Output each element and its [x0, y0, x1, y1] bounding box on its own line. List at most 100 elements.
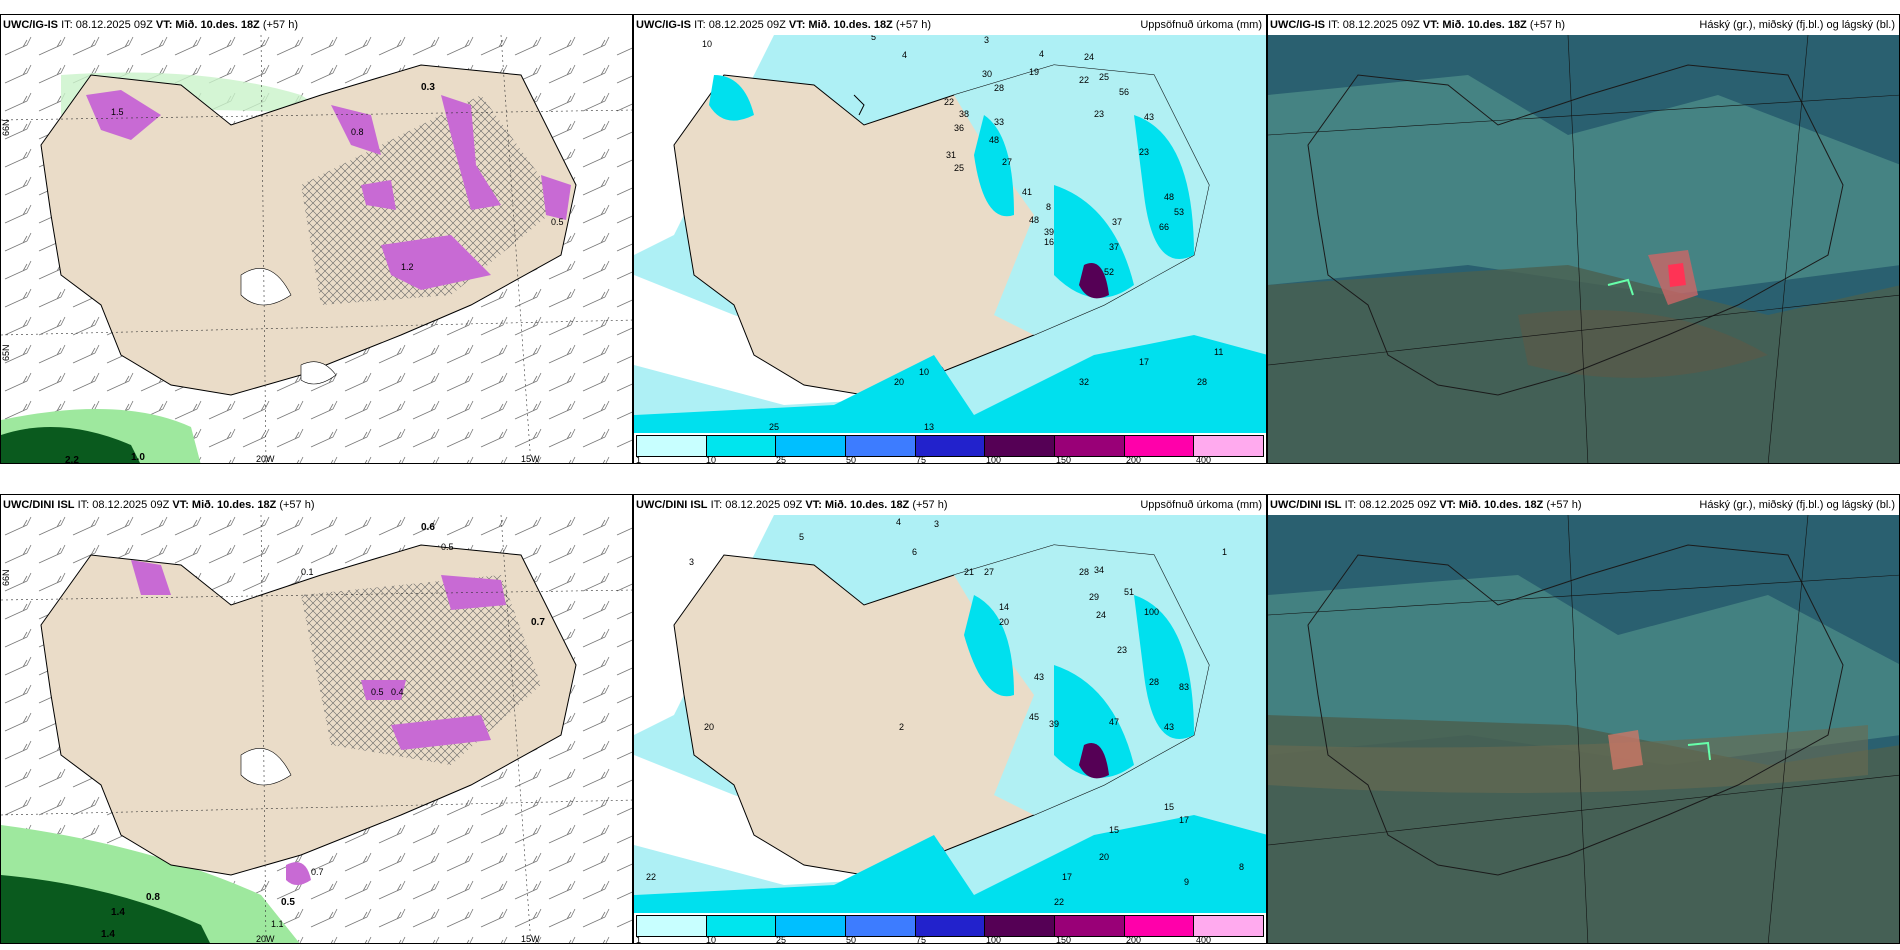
precip-value: 19: [1029, 67, 1039, 77]
panel-header: UWC/DINI ISL IT: 08.12.2025 09Z VT: Mið.…: [634, 495, 1266, 515]
wind-value: 0.3: [421, 82, 435, 93]
wind-value: 1.0: [131, 452, 145, 463]
precip-value: 21: [964, 567, 974, 577]
precip-value: 24: [1084, 52, 1094, 62]
lon-label-20w: 20W: [256, 454, 275, 464]
legend-swatch: [846, 436, 916, 456]
lead-label: (+57 h): [912, 499, 948, 511]
precip-value: 43: [1144, 112, 1154, 122]
legend-tick: 25: [776, 455, 787, 464]
cloud-map-top: [1268, 35, 1899, 463]
precip-value: 3: [934, 519, 939, 529]
legend-swatch: [776, 436, 847, 456]
legend-tick: 150: [1056, 455, 1072, 464]
precip-value: 22: [1079, 75, 1089, 85]
precip-value: 15: [1164, 802, 1174, 812]
wind-value: 1.4: [111, 907, 125, 918]
precip-value: 43: [1034, 672, 1044, 682]
precip-colorbar: [636, 915, 1264, 937]
precip-value: 8: [1046, 202, 1051, 212]
precip-value: 17: [1179, 815, 1189, 825]
it-label: IT: 08.12.2025 09Z: [1344, 499, 1437, 511]
precip-value: 48: [989, 135, 999, 145]
precip-value: 22: [646, 872, 656, 882]
panel-header: UWC/DINI ISL IT: 08.12.2025 09Z VT: Mið.…: [1, 495, 632, 515]
legend-tick: 200: [1126, 935, 1142, 944]
wind-value: 0.5: [441, 542, 454, 552]
legend-swatch: [915, 436, 986, 456]
lead-label: (+57 h): [895, 19, 932, 31]
panel-cloud-bottom: UWC/DINI ISL IT: 08.12.2025 09Z VT: Mið.…: [1267, 494, 1900, 944]
precip-value: 56: [1119, 87, 1129, 97]
precip-value: 4: [902, 50, 907, 60]
precip-value: 22: [1054, 897, 1064, 907]
vt-label: VT: Mið. 10.des. 18Z: [172, 499, 277, 511]
legend-swatch: [1055, 916, 1125, 936]
precip-value: 100: [1144, 607, 1159, 617]
precip-value: 4: [1039, 49, 1044, 59]
precip-value: 83: [1179, 682, 1189, 692]
wind-value: 0.6: [421, 522, 435, 533]
wind-value: 0.8: [146, 892, 160, 903]
precip-value: 34: [1094, 565, 1104, 575]
lon-label-15w: 15W: [521, 934, 540, 944]
it-label: IT: 08.12.2025 09Z: [1328, 19, 1420, 31]
vt-label: VT: Mið. 10.des. 18Z: [1422, 19, 1527, 31]
panel-title: Háský (gr.), miðský (fj.bl.) og lágský (…: [1699, 19, 1895, 31]
precip-value: 25: [954, 163, 964, 173]
legend-swatch: [637, 916, 707, 936]
model-label: UWC/DINI ISL: [636, 499, 708, 511]
vt-label: VT: Mið. 10.des. 18Z: [1439, 499, 1544, 511]
legend-tick: 200: [1126, 455, 1142, 464]
legend-tick: 150: [1056, 935, 1072, 944]
legend-tick: 1: [636, 935, 642, 944]
lon-label-15w: 15W: [521, 454, 540, 464]
wind-value: 1.5: [111, 107, 124, 117]
panel-wind-top: UWC/IG-IS IT: 08.12.2025 09Z VT: Mið. 10…: [0, 14, 633, 464]
wind-value: 1.4: [101, 929, 115, 940]
precip-value: 51: [1124, 587, 1134, 597]
legend-tick: 50: [846, 935, 857, 944]
lead-label: (+57 h): [1529, 19, 1566, 31]
precip-value: 23: [1139, 147, 1149, 157]
precip-value: 28: [1197, 377, 1207, 387]
precip-legend-bottom: 1 10 25 50 75 100 150 200 400: [634, 913, 1266, 943]
lat-label-66n: 66N: [1, 569, 11, 586]
precip-value: 23: [1117, 645, 1127, 655]
precip-values-bottom: 5 3 4 6 3 21 27 14 20 28 34 29 24 23 51 …: [646, 517, 1244, 907]
precip-value: 16: [1044, 237, 1054, 247]
lead-label: (+57 h): [262, 19, 299, 31]
precip-value: 53: [1174, 207, 1184, 217]
precip-legend-top: 1 10 25 50 75 100 150 200 400: [634, 433, 1266, 463]
precip-value: 10: [702, 39, 712, 49]
precip-value: 24: [1096, 610, 1106, 620]
precip-value: 25: [769, 422, 779, 432]
model-label: UWC/DINI ISL: [3, 499, 75, 511]
precip-value: 2: [899, 722, 904, 732]
precip-value: 11: [1214, 347, 1223, 357]
precip-value: 9: [1184, 877, 1189, 887]
wind-map-bottom: 20W 15W 66N 0.6 0.5 0.1 0.7 0.5 0.4 0.7 …: [1, 515, 632, 944]
precip-value: 33: [994, 117, 1004, 127]
precip-value: 8: [1239, 862, 1244, 872]
panel-header: UWC/IG-IS IT: 08.12.2025 09Z VT: Mið. 10…: [1, 15, 632, 35]
precip-value: 37: [1109, 242, 1119, 252]
precip-map-top: 10 5 4 3 4 22 38 36 31 25 30 28 19 33 48…: [634, 35, 1266, 435]
wind-map-top: 20W 15W 66N 65N 0.3 0.8 1.5 1.2 0.5 2.2 …: [1, 35, 632, 464]
it-label: IT: 08.12.2025 09Z: [77, 499, 170, 511]
precip-value: 27: [984, 567, 994, 577]
precip-value: 25: [1099, 72, 1109, 82]
legend-swatch: [985, 916, 1056, 936]
precip-map-bottom: 5 3 4 6 3 21 27 14 20 28 34 29 24 23 51 …: [634, 515, 1266, 915]
model-label: UWC/IG-IS: [3, 19, 58, 31]
wind-value: 0.8: [351, 127, 364, 137]
legend-tick: 50: [846, 455, 857, 464]
panel-precip-top: UWC/IG-IS IT: 08.12.2025 09Z VT: Mið. 10…: [633, 14, 1267, 464]
precip-value: 47: [1109, 717, 1119, 727]
precip-colorbar: [636, 435, 1264, 457]
precip-value: 3: [984, 35, 989, 45]
precip-value: 66: [1159, 222, 1169, 232]
precip-value: 28: [1149, 677, 1159, 687]
precip-value: 48: [1164, 192, 1174, 202]
legend-swatch: [1194, 916, 1264, 936]
